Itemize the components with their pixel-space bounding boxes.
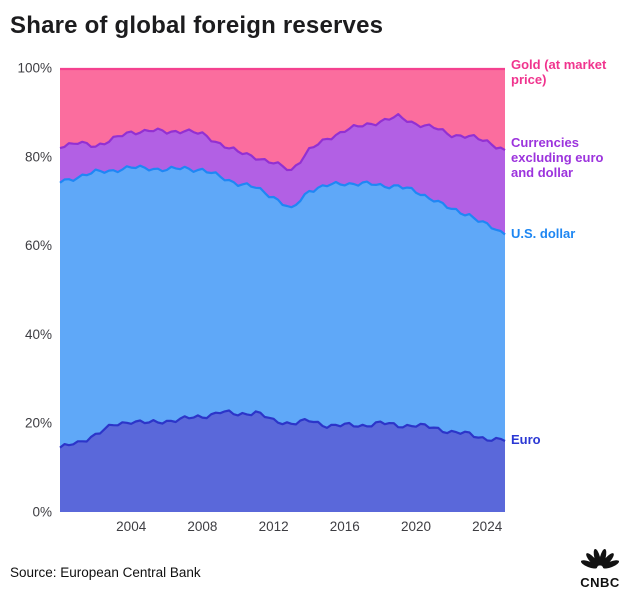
svg-text:100%: 100% xyxy=(17,61,52,76)
series-label-us-dollar: U.S. dollar xyxy=(511,226,637,241)
series-label-line: U.S. dollar xyxy=(511,226,576,241)
series-label-line: Gold (at market xyxy=(511,57,607,72)
svg-text:2012: 2012 xyxy=(259,519,289,534)
series-label-line: and dollar xyxy=(511,165,574,180)
cnbc-logo-text: CNBC xyxy=(580,575,620,590)
series-label-line: excluding euro xyxy=(511,150,604,165)
series-label-gold: Gold (at market price) xyxy=(511,57,637,87)
svg-text:0%: 0% xyxy=(32,505,52,520)
source-text: Source: European Central Bank xyxy=(10,565,201,580)
svg-text:2020: 2020 xyxy=(401,519,431,534)
series-label-line: price) xyxy=(511,72,547,87)
svg-text:2008: 2008 xyxy=(187,519,217,534)
cnbc-logo: CNBC xyxy=(573,545,627,590)
series-label-euro: Euro xyxy=(511,432,637,447)
svg-text:80%: 80% xyxy=(25,149,52,164)
svg-text:20%: 20% xyxy=(25,416,52,431)
svg-text:2004: 2004 xyxy=(116,519,147,534)
svg-text:60%: 60% xyxy=(25,238,52,253)
series-label-currencies: Currencies excluding euro and dollar xyxy=(511,135,637,180)
series-label-line: Euro xyxy=(511,432,541,447)
svg-text:40%: 40% xyxy=(25,327,52,342)
svg-text:2016: 2016 xyxy=(330,519,360,534)
series-label-line: Currencies xyxy=(511,135,579,150)
svg-text:2024: 2024 xyxy=(472,519,503,534)
chart-title: Share of global foreign reserves xyxy=(10,12,384,39)
cnbc-peacock-icon xyxy=(580,548,620,569)
